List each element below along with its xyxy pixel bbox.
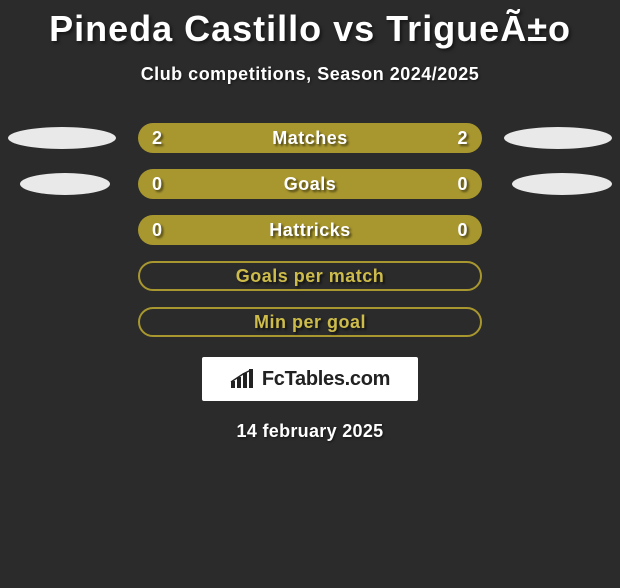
stat-value-left: 0	[152, 220, 170, 241]
player-left-ellipse	[20, 173, 110, 195]
stat-value-left: 0	[152, 174, 170, 195]
stat-value-right: 0	[450, 220, 468, 241]
stats-list: 2Matches20Goals00Hattricks0Goals per mat…	[0, 123, 620, 337]
stat-row: Goals per match	[0, 261, 620, 291]
stat-row: Min per goal	[0, 307, 620, 337]
stat-bar: 0Goals0	[138, 169, 482, 199]
player-left-ellipse	[8, 127, 116, 149]
stat-label: Goals per match	[172, 266, 448, 287]
player-right-ellipse	[504, 127, 612, 149]
snapshot-date: 14 february 2025	[0, 421, 620, 442]
stat-row: 2Matches2	[0, 123, 620, 153]
stat-bar: Min per goal	[138, 307, 482, 337]
stat-bar: Goals per match	[138, 261, 482, 291]
stat-label: Min per goal	[172, 312, 448, 333]
stat-label: Matches	[170, 128, 450, 149]
stat-value-right: 0	[450, 174, 468, 195]
player-right-ellipse	[512, 173, 612, 195]
page-subtitle: Club competitions, Season 2024/2025	[0, 64, 620, 85]
stat-label: Hattricks	[170, 220, 450, 241]
stat-row: 0Goals0	[0, 169, 620, 199]
stat-value-left: 2	[152, 128, 170, 149]
stat-bar: 2Matches2	[138, 123, 482, 153]
page-title: Pineda Castillo vs TrigueÃ±o	[0, 8, 620, 50]
logo-text: FcTables.com	[262, 368, 390, 391]
comparison-card: Pineda Castillo vs TrigueÃ±o Club compet…	[0, 8, 620, 588]
stat-bar: 0Hattricks0	[138, 215, 482, 245]
stat-value-right: 2	[450, 128, 468, 149]
stat-row: 0Hattricks0	[0, 215, 620, 245]
fctables-logo: FcTables.com	[202, 357, 418, 401]
bars-icon	[230, 369, 256, 389]
stat-label: Goals	[170, 174, 450, 195]
